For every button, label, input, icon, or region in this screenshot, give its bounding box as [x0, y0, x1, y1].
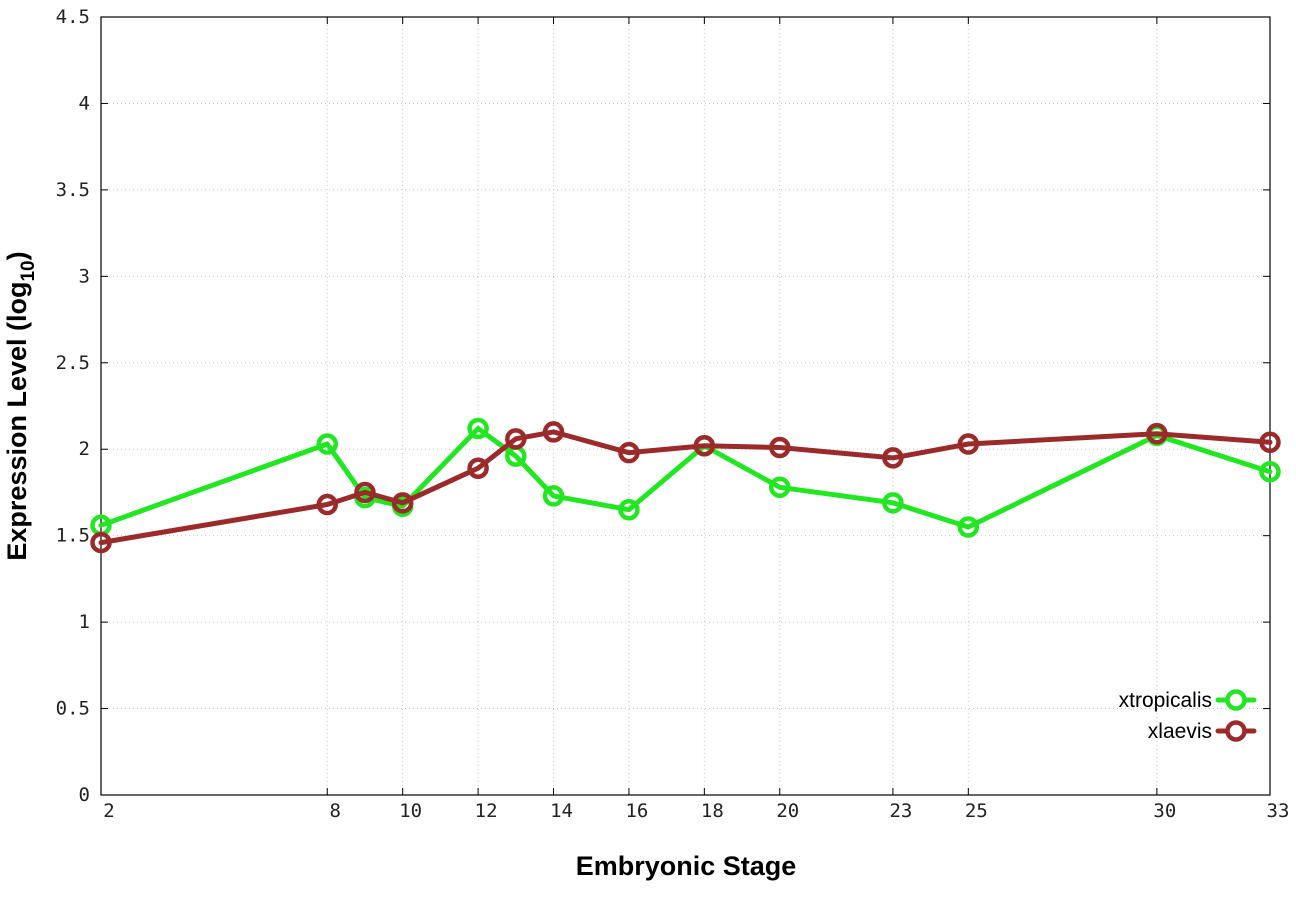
data-point-xlaevis — [1146, 422, 1168, 445]
y-tick-label: 3.5 — [56, 179, 90, 201]
data-point-xtropicalis — [769, 476, 791, 499]
y-axis-title: Expression Level (log10) — [2, 251, 39, 560]
plot-frame — [100, 16, 1271, 796]
y-tick-label: 2.5 — [56, 352, 90, 374]
data-point-xlaevis — [316, 493, 339, 516]
x-tick-label: 18 — [701, 800, 724, 822]
data-point-xtropicalis — [542, 485, 565, 507]
y-tick-label: 1.5 — [56, 525, 90, 547]
legend-label-xtropicalis: xtropicalis — [1119, 689, 1212, 712]
data-point-xlaevis — [769, 436, 791, 459]
data-point-xlaevis — [882, 447, 904, 469]
x-axis-title: Embryonic Stage — [576, 851, 797, 881]
x-tick-label: 33 — [1267, 800, 1290, 822]
x-tick-label: 20 — [776, 800, 799, 822]
x-tick-label: 12 — [475, 800, 498, 822]
y-tick-label: 4 — [79, 92, 90, 114]
x-tick-label: 25 — [965, 800, 988, 822]
ticks: 2 8 10 12 14 16 18 20 23 25 30 33 0 0.5 1 1.5 2 2.5 3 3.5 4 4… — [56, 6, 1290, 822]
x-tick-label: 16 — [625, 800, 648, 822]
data-point-xtropicalis — [882, 492, 904, 514]
x-tick-label: 23 — [889, 800, 912, 822]
legend-marker-xlaevis — [1225, 720, 1247, 742]
y-tick-label: 4.5 — [56, 6, 90, 28]
data-point-xlaevis — [467, 457, 489, 479]
data-point-xlaevis — [542, 421, 565, 443]
x-tick-label: 2 — [103, 800, 114, 822]
data-point-xlaevis — [354, 481, 376, 504]
y-axis-title-main: Expression Level (log — [2, 282, 32, 561]
data-point-xlaevis — [618, 441, 640, 464]
data-point-xtropicalis — [467, 417, 489, 440]
y-tick-label: 0.5 — [56, 698, 90, 720]
y-tick-label: 0 — [79, 784, 90, 806]
x-tick-label: 10 — [399, 800, 422, 822]
data-point-xlaevis — [90, 531, 112, 554]
data-point-xlaevis — [957, 433, 980, 455]
data-point-xlaevis — [505, 428, 527, 450]
legend-marker-xtropicalis — [1225, 689, 1247, 711]
x-tick-label: 8 — [330, 800, 341, 822]
data-point-xtropicalis — [957, 516, 980, 538]
legend: xtropicalis xlaevis — [1119, 689, 1257, 743]
data-point-xtropicalis — [316, 433, 339, 455]
data-point-xtropicalis — [618, 498, 640, 521]
x-tick-label: 14 — [550, 800, 573, 822]
data-point-xlaevis — [1259, 431, 1281, 454]
y-tick-label: 3 — [79, 265, 90, 287]
y-axis-title-close: ) — [2, 251, 32, 260]
x-tick-label: 30 — [1153, 800, 1176, 822]
data-point-xlaevis — [391, 492, 414, 514]
y-tick-label: 2 — [79, 438, 90, 460]
data-point-xtropicalis — [1259, 460, 1281, 483]
y-tick-label: 1 — [79, 611, 90, 633]
series-layer — [90, 417, 1281, 554]
legend-label-xlaevis: xlaevis — [1148, 720, 1212, 743]
data-point-xlaevis — [693, 435, 716, 457]
y-axis-title-subscript: 10 — [18, 260, 39, 281]
